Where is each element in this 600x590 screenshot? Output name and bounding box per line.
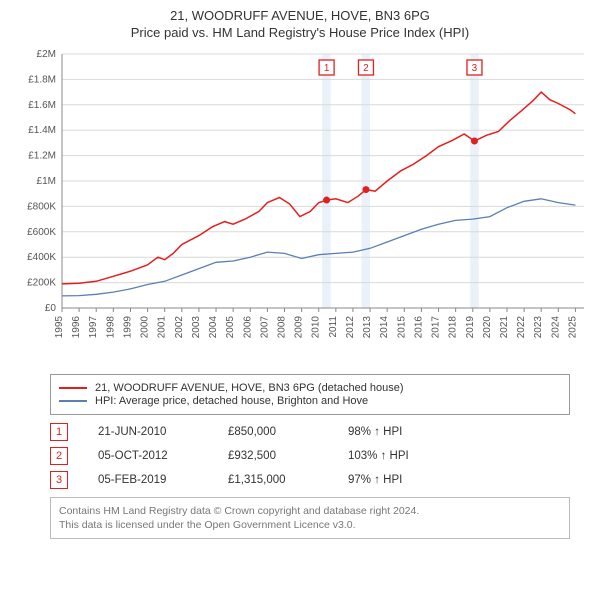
y-tick-label: £600K: [27, 227, 56, 238]
sale-row-marker: 1: [50, 423, 68, 441]
legend-label: 21, WOODRUFF AVENUE, HOVE, BN3 6PG (deta…: [95, 382, 404, 394]
y-tick-label: £800K: [27, 201, 56, 212]
x-tick-label: 2008: [276, 316, 287, 339]
sale-row-date: 05-OCT-2012: [98, 450, 198, 462]
line-chart-svg: £0 £200K £400K £600K £800K £1M £1.2M £1.4M £1.6M…: [10, 48, 590, 368]
x-tick-label: 2016: [413, 316, 424, 339]
chart-area: £0 £200K £400K £600K £800K £1M £1.2M £1.4M £1.6M…: [10, 48, 590, 368]
title-address: 21, WOODRUFF AVENUE, HOVE, BN3 6PG: [10, 8, 590, 23]
sale-row-pct: 103% ↑ HPI: [348, 450, 448, 462]
x-tick-label: 2005: [225, 316, 236, 339]
x-tick-label: 2015: [396, 316, 407, 339]
y-tick-label: £0: [45, 303, 57, 314]
y-tick-label: £200K: [27, 278, 56, 289]
sale-row-marker: 2: [50, 447, 68, 465]
sale-row-price: £1,315,000: [228, 474, 318, 486]
y-tick-label: £400K: [27, 252, 56, 263]
x-tick-label: 2002: [174, 316, 185, 339]
x-tick-label: 1996: [71, 316, 82, 339]
y-tick-label: £1.4M: [28, 125, 56, 136]
sale-row: 2 05-OCT-2012 £932,500 103% ↑ HPI: [50, 447, 590, 465]
x-tick-label: 2017: [431, 316, 442, 339]
legend-row: HPI: Average price, detached house, Brig…: [59, 395, 561, 407]
sale-marker-number: 1: [324, 63, 330, 74]
sale-dot: [362, 186, 369, 193]
sale-row: 3 05-FEB-2019 £1,315,000 97% ↑ HPI: [50, 471, 590, 489]
x-tick-label: 2009: [294, 316, 305, 339]
sale-row-pct: 98% ↑ HPI: [348, 426, 448, 438]
x-tick-label: 1999: [122, 316, 133, 339]
sale-row-date: 21-JUN-2010: [98, 426, 198, 438]
title-subtitle: Price paid vs. HM Land Registry's House …: [10, 25, 590, 40]
title-block: 21, WOODRUFF AVENUE, HOVE, BN3 6PG Price…: [10, 8, 590, 40]
x-tick-label: 1997: [88, 316, 99, 339]
y-tick-label: £1.6M: [28, 100, 56, 111]
x-tick-label: 2024: [550, 316, 561, 339]
x-tick-label: 1998: [105, 316, 116, 339]
legend-label: HPI: Average price, detached house, Brig…: [95, 395, 368, 407]
x-tick-label: 2010: [311, 316, 322, 339]
x-tick-label: 2020: [482, 316, 493, 339]
x-tick-label: 2001: [157, 316, 168, 339]
legend-row: 21, WOODRUFF AVENUE, HOVE, BN3 6PG (deta…: [59, 382, 561, 394]
sales-table: 1 21-JUN-2010 £850,000 98% ↑ HPI 2 05-OCT-201…: [50, 423, 590, 489]
chart-container: 21, WOODRUFF AVENUE, HOVE, BN3 6PG Price…: [0, 0, 600, 547]
sale-row-marker: 3: [50, 471, 68, 489]
x-tick-label: 2014: [379, 316, 390, 339]
sale-marker-number: 2: [363, 63, 369, 74]
x-tick-label: 2013: [362, 316, 373, 339]
legend-swatch: [59, 387, 87, 389]
y-tick-label: £2M: [37, 49, 56, 60]
x-tick-label: 2018: [448, 316, 459, 339]
disclaimer-line1: Contains HM Land Registry data © Crown c…: [59, 504, 561, 518]
x-tick-label: 2006: [242, 316, 253, 339]
y-tick-label: £1.2M: [28, 151, 56, 162]
x-tick-label: 1995: [54, 316, 65, 339]
x-tick-label: 2003: [191, 316, 202, 339]
sale-dot: [323, 197, 330, 204]
legend-swatch: [59, 400, 87, 402]
x-tick-label: 2019: [465, 316, 476, 339]
x-tick-label: 2021: [499, 316, 510, 339]
x-tick-label: 2007: [259, 316, 270, 339]
sale-row-price: £932,500: [228, 450, 318, 462]
disclaimer: Contains HM Land Registry data © Crown c…: [50, 497, 570, 539]
sale-row-pct: 97% ↑ HPI: [348, 474, 448, 486]
x-tick-label: 2012: [345, 316, 356, 339]
x-tick-label: 2000: [140, 316, 151, 339]
sale-row-date: 05-FEB-2019: [98, 474, 198, 486]
x-tick-label: 2011: [328, 316, 339, 338]
legend: 21, WOODRUFF AVENUE, HOVE, BN3 6PG (deta…: [50, 374, 570, 415]
sale-dot: [471, 137, 478, 144]
y-tick-label: £1M: [37, 176, 56, 187]
x-tick-label: 2022: [516, 316, 527, 339]
y-tick-label: £1.8M: [28, 74, 56, 85]
sale-row: 1 21-JUN-2010 £850,000 98% ↑ HPI: [50, 423, 590, 441]
sale-marker-number: 3: [472, 63, 478, 74]
sale-row-price: £850,000: [228, 426, 318, 438]
x-tick-label: 2004: [208, 316, 219, 339]
disclaimer-line2: This data is licensed under the Open Gov…: [59, 518, 561, 532]
x-tick-label: 2023: [533, 316, 544, 339]
x-tick-label: 2025: [567, 316, 578, 339]
